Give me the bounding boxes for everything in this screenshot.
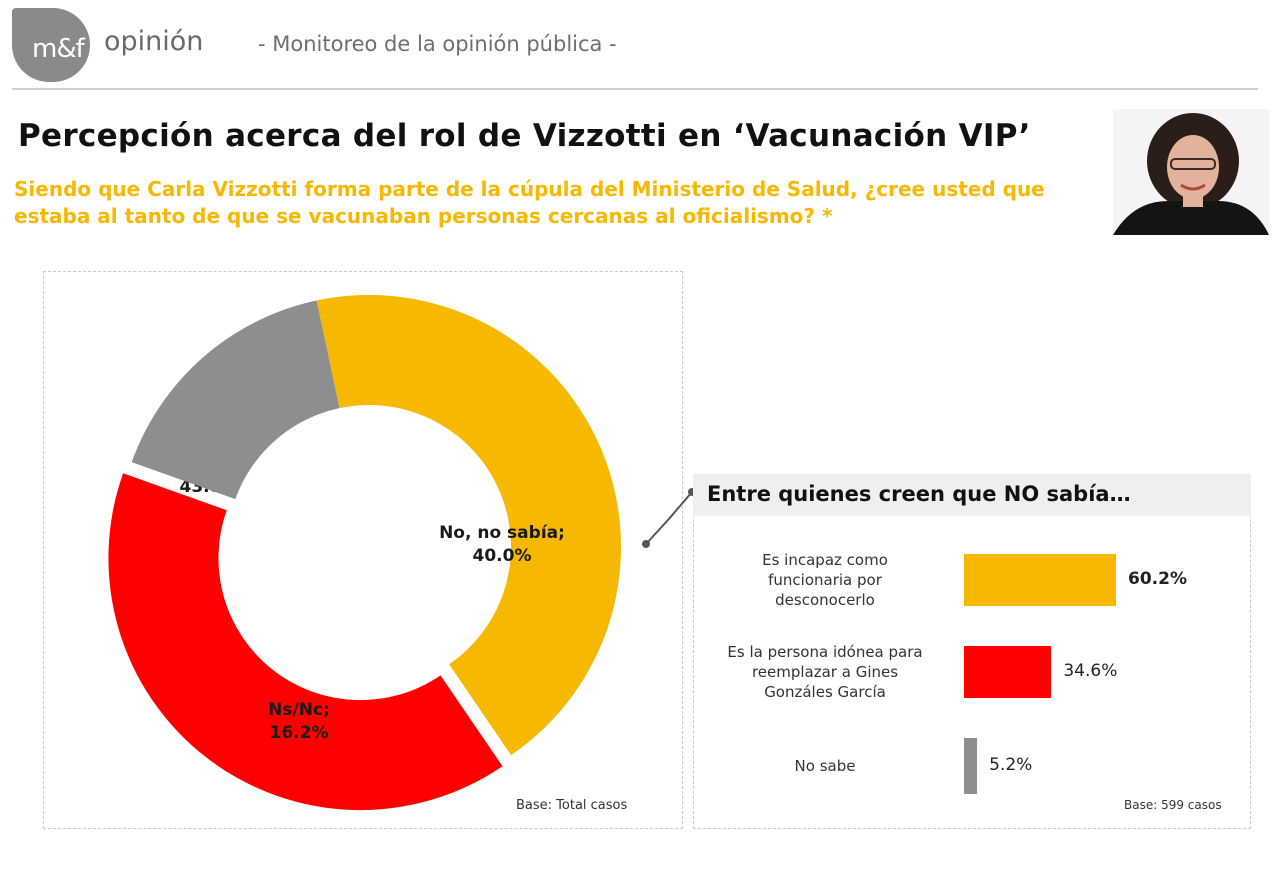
bar-value-label: 5.2% <box>989 755 1033 775</box>
bar-category-label: No sabe <box>794 757 856 775</box>
bar <box>964 646 1052 698</box>
logo-text: m&f <box>32 34 85 64</box>
bar-category-label: Es incapaz como funcionaria por desconocer… <box>762 551 888 609</box>
donut-slice-value: 40.0% <box>473 546 532 566</box>
donut-slice-label: Ns/Nc; <box>268 700 330 720</box>
donut-slice-label: No, no sabía; <box>439 523 565 543</box>
donut-slice-value: 16.2% <box>270 723 329 743</box>
bar-value-label: 60.2% <box>1128 569 1187 589</box>
donut-base-note: Base: Total casos <box>516 798 628 813</box>
portrait-photo <box>1113 109 1269 235</box>
tagline: - Monitoreo de la opinión pública - <box>258 32 617 56</box>
page-title: Percepción acerca del rol de Vizzotti en… <box>18 118 1031 154</box>
donut-chart: Sí sabía;43.8%No, no sabía;40.0%Ns/Nc;16… <box>108 294 622 811</box>
logo: m&f <box>12 8 90 82</box>
bar-base-note: Base: 599 casos <box>1124 798 1222 812</box>
donut-panel: Sí sabía;43.8%No, no sabía;40.0%Ns/Nc;16… <box>43 271 683 829</box>
donut-slice <box>131 300 340 500</box>
bar <box>964 738 978 794</box>
survey-question: Siendo que Carla Vizzotti forma parte de… <box>14 177 1045 228</box>
bar-value-label: 34.6% <box>1063 661 1118 681</box>
header-divider <box>12 88 1258 90</box>
bar-chart-title: Entre quienes creen que NO sabía… <box>707 482 1131 506</box>
brand-name: opinión <box>104 26 204 57</box>
bar-chart-header: Entre quienes creen que NO sabía… <box>693 474 1251 516</box>
bar <box>964 554 1116 606</box>
bar-category-label: Es la persona idónea para reemplazar a Gi… <box>727 643 923 701</box>
donut-slice <box>108 473 503 811</box>
donut-slice <box>316 294 622 756</box>
